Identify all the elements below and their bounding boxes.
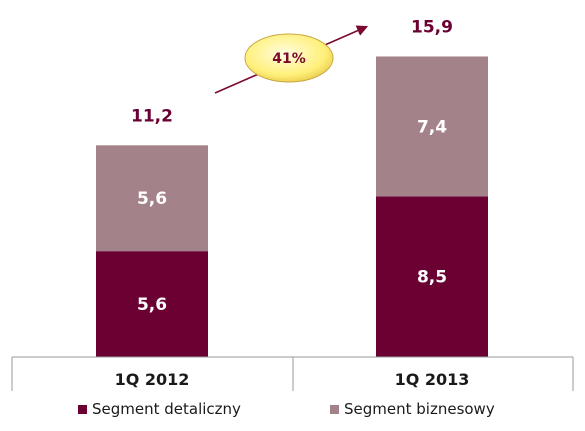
bar-detaliczny-1 bbox=[96, 251, 208, 357]
segment-value-label: 7,4 bbox=[417, 117, 447, 137]
bar-biznesowy-1 bbox=[96, 145, 208, 252]
bar-biznesowy-2 bbox=[376, 56, 488, 197]
category-label: 1Q 2012 bbox=[115, 370, 190, 389]
legend: Segment detaliczny Segment biznesowy bbox=[78, 400, 495, 418]
bars-group bbox=[96, 56, 488, 357]
total-value-label: 11,2 bbox=[131, 106, 173, 126]
total-labels-group: 11,2 15,9 bbox=[131, 17, 453, 126]
legend-label: Segment detaliczny bbox=[92, 400, 241, 418]
total-value-label: 15,9 bbox=[411, 17, 453, 37]
category-labels-group: 1Q 2012 1Q 2013 bbox=[115, 370, 470, 389]
segment-value-label: 8,5 bbox=[417, 268, 447, 288]
legend-swatch bbox=[330, 405, 339, 414]
bar-detaliczny-2 bbox=[376, 196, 488, 357]
segment-labels-group: 5,6 5,6 8,5 7,4 bbox=[137, 117, 447, 315]
growth-bubble bbox=[244, 33, 334, 83]
legend-label: Segment biznesowy bbox=[344, 400, 495, 418]
segment-value-label: 5,6 bbox=[137, 189, 167, 209]
legend-swatch bbox=[78, 405, 87, 414]
segment-value-label: 5,6 bbox=[137, 295, 167, 315]
category-label: 1Q 2013 bbox=[395, 370, 470, 389]
growth-label: 41% bbox=[272, 51, 306, 67]
